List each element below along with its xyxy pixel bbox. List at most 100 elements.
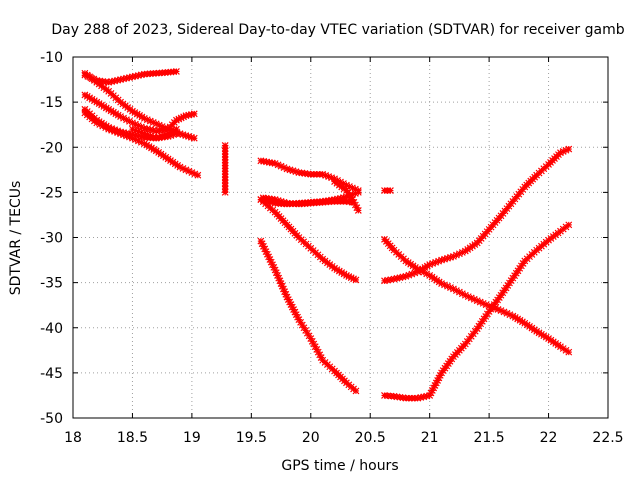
data-point (565, 348, 573, 356)
data-point (129, 107, 136, 115)
data-point (452, 251, 460, 259)
data-point (182, 166, 190, 174)
data-point (458, 290, 466, 298)
data-point (308, 337, 316, 345)
data-point (83, 92, 91, 100)
data-point (262, 248, 270, 256)
data-point (146, 132, 154, 140)
data-point (274, 271, 281, 279)
data-point (340, 270, 348, 278)
data-point (182, 112, 190, 120)
data-point (314, 348, 322, 356)
data-point (167, 132, 175, 139)
data-point (450, 285, 457, 293)
data-point (131, 136, 139, 144)
data-point (384, 392, 392, 400)
x-tick-label: 21 (421, 430, 439, 446)
data-point (258, 240, 266, 248)
data-point (537, 330, 545, 338)
data-point (283, 165, 291, 173)
data-point (221, 173, 229, 181)
data-point (390, 275, 398, 283)
data-point (485, 302, 493, 310)
y-tick-label: -40 (40, 321, 63, 337)
data-point (302, 327, 310, 334)
data-point (108, 126, 116, 134)
data-point (111, 128, 119, 135)
data-point (271, 160, 279, 167)
data-point (476, 298, 484, 306)
data-point (143, 131, 151, 139)
data-point (108, 78, 116, 86)
data-point (343, 193, 350, 201)
data-point (176, 163, 184, 171)
data-point (286, 166, 294, 174)
data-point (93, 98, 101, 106)
data-point (257, 237, 265, 245)
data-point (129, 119, 136, 127)
axis-ticks (72, 56, 609, 419)
data-point (270, 263, 278, 271)
data-series (129, 125, 180, 142)
data-point (275, 274, 283, 282)
data-point (431, 381, 439, 389)
data-point (129, 134, 136, 142)
data-point (289, 167, 297, 175)
data-point (188, 111, 195, 118)
data-point (421, 264, 429, 271)
data-point (444, 254, 451, 262)
data-point (221, 185, 229, 193)
data-series (257, 237, 360, 395)
data-series (381, 221, 573, 402)
data-point (423, 392, 431, 400)
data-point (335, 267, 343, 275)
data-point (274, 197, 282, 204)
data-point (438, 256, 445, 264)
data-point (479, 299, 487, 307)
data-point (351, 190, 359, 197)
data-point (464, 293, 472, 301)
data-point (322, 172, 330, 179)
data-point (221, 179, 229, 187)
data-point (190, 110, 198, 118)
data-point (120, 131, 127, 139)
data-point (482, 301, 490, 309)
y-tick-labels: -10 -15 -20 -25 -30 -35 -40 -45 -50 (40, 50, 63, 427)
data-point (514, 315, 522, 323)
data-point (348, 184, 356, 192)
data-point (298, 321, 306, 329)
x-tick-label: 22.5 (592, 430, 623, 446)
data-point (441, 255, 448, 263)
data-point (175, 115, 183, 123)
data-point (100, 103, 108, 110)
data-point (473, 297, 481, 305)
x-tick-label: 20.5 (355, 430, 386, 446)
data-point (129, 73, 136, 81)
x-tick-label: 18.5 (117, 430, 148, 446)
x-tick-label: 20 (302, 430, 320, 446)
data-point (102, 104, 110, 112)
data-point (384, 276, 392, 284)
data-point (434, 376, 442, 384)
data-point (292, 168, 300, 176)
data-series (381, 235, 573, 356)
data-point (123, 74, 130, 82)
data-point (138, 113, 146, 121)
data-point (533, 327, 541, 335)
data-point (114, 129, 122, 137)
data-point (280, 198, 288, 206)
data-point (405, 271, 413, 279)
data-point (95, 100, 103, 107)
data-point (292, 311, 300, 319)
data-series (81, 69, 198, 142)
data-point (185, 111, 193, 119)
data-point (149, 119, 157, 126)
data-point (221, 176, 229, 184)
x-tick-label: 19.5 (236, 430, 267, 446)
data-point (491, 304, 499, 312)
data-point (120, 75, 127, 83)
data-point (188, 169, 196, 176)
data-point (137, 129, 145, 137)
data-point (179, 165, 187, 172)
data-point (271, 266, 279, 274)
